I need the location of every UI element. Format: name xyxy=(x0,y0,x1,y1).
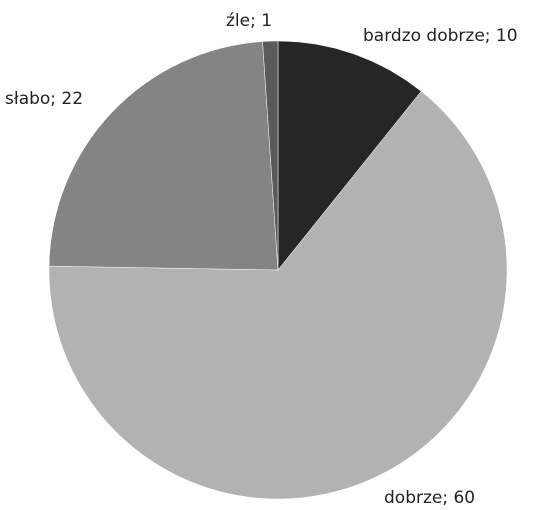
pie-slice-dobrze xyxy=(48,90,508,500)
data-label-slabo: słabo; 22 xyxy=(5,89,83,109)
data-label-bardzo-dobrze: bardzo dobrze; 10 xyxy=(363,26,518,46)
pie-slice-zle xyxy=(262,40,279,271)
data-label-zle: źle; 1 xyxy=(226,11,272,31)
data-label-dobrze: dobrze; 60 xyxy=(384,488,475,508)
pie-slice-slabo xyxy=(48,41,279,271)
pie-slices xyxy=(48,40,508,500)
pie-slice-bardzo-dobrze xyxy=(277,40,422,271)
